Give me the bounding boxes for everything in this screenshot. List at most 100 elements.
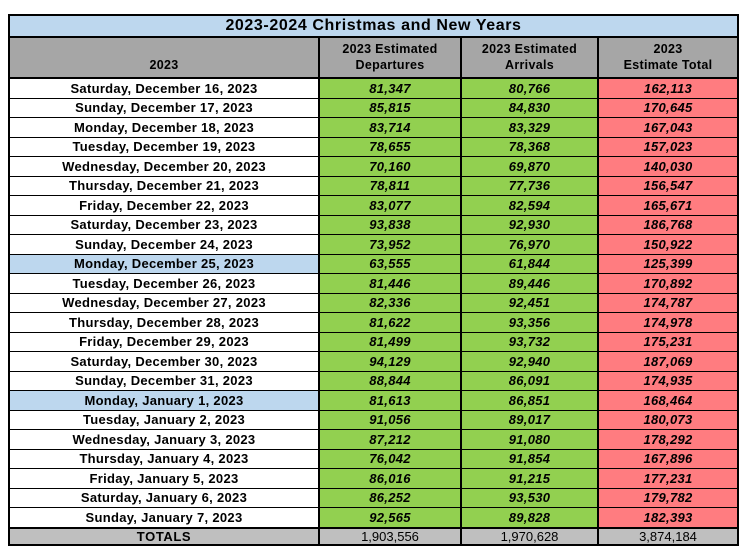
arrivals-cell: 91,854 bbox=[460, 448, 599, 469]
date-cell: Sunday, January 7, 2023 bbox=[8, 507, 320, 528]
date-cell: Friday, December 22, 2023 bbox=[8, 195, 320, 216]
table-row: Thursday, January 4, 2023 76,042 91,854 … bbox=[8, 448, 739, 469]
table-row: Tuesday, December 19, 2023 78,655 78,368… bbox=[8, 136, 739, 157]
table-row: Saturday, December 23, 2023 93,838 92,93… bbox=[8, 214, 739, 235]
total-cell: 174,787 bbox=[597, 292, 739, 313]
departures-cell: 76,042 bbox=[318, 448, 462, 469]
totals-row: TOTALS 1,903,556 1,970,628 3,874,184 bbox=[8, 526, 739, 545]
total-cell: 178,292 bbox=[597, 429, 739, 450]
arrivals-cell: 89,017 bbox=[460, 409, 599, 430]
total-cell: 167,043 bbox=[597, 117, 739, 138]
totals-departures-value: 1,903,556 bbox=[318, 526, 462, 545]
total-cell: 177,231 bbox=[597, 468, 739, 489]
column-header-estimated-departures: 2023 Estimated Departures bbox=[318, 36, 462, 79]
departures-cell: 81,446 bbox=[318, 273, 462, 294]
arrivals-cell: 86,091 bbox=[460, 370, 599, 391]
date-cell: Monday, December 25, 2023 bbox=[8, 253, 320, 274]
departures-cell: 86,252 bbox=[318, 487, 462, 508]
departures-cell: 91,056 bbox=[318, 409, 462, 430]
departures-cell: 81,347 bbox=[318, 77, 462, 99]
arrivals-cell: 83,329 bbox=[460, 117, 599, 138]
date-cell: Thursday, January 4, 2023 bbox=[8, 448, 320, 469]
date-cell: Friday, December 29, 2023 bbox=[8, 331, 320, 352]
date-cell: Sunday, December 24, 2023 bbox=[8, 234, 320, 255]
totals-arrivals-value: 1,970,628 bbox=[460, 526, 599, 545]
date-cell: Saturday, December 16, 2023 bbox=[8, 77, 320, 99]
table-row: Saturday, December 30, 2023 94,129 92,94… bbox=[8, 351, 739, 372]
total-cell: 162,113 bbox=[597, 77, 739, 99]
arrivals-cell: 92,930 bbox=[460, 214, 599, 235]
arrivals-cell: 86,851 bbox=[460, 390, 599, 411]
arrivals-cell: 91,080 bbox=[460, 429, 599, 450]
total-cell: 186,768 bbox=[597, 214, 739, 235]
arrivals-cell: 93,356 bbox=[460, 312, 599, 333]
table-row: Friday, January 5, 2023 86,016 91,215 17… bbox=[8, 468, 739, 489]
date-cell: Sunday, December 31, 2023 bbox=[8, 370, 320, 391]
table-row: Saturday, December 16, 2023 81,347 80,76… bbox=[8, 77, 739, 99]
total-cell: 174,935 bbox=[597, 370, 739, 391]
arrivals-cell: 89,446 bbox=[460, 273, 599, 294]
table-row: Monday, December 25, 2023 63,555 61,844 … bbox=[8, 253, 739, 274]
departures-cell: 78,655 bbox=[318, 136, 462, 157]
total-cell: 179,782 bbox=[597, 487, 739, 508]
arrivals-cell: 80,766 bbox=[460, 77, 599, 99]
departures-cell: 85,815 bbox=[318, 97, 462, 118]
date-cell: Thursday, December 28, 2023 bbox=[8, 312, 320, 333]
total-cell: 165,671 bbox=[597, 195, 739, 216]
departures-cell: 92,565 bbox=[318, 507, 462, 528]
date-cell: Tuesday, January 2, 2023 bbox=[8, 409, 320, 430]
table-row: Friday, December 29, 2023 81,499 93,732 … bbox=[8, 331, 739, 352]
table-title: 2023-2024 Christmas and New Years bbox=[8, 14, 739, 38]
totals-grand-total-value: 3,874,184 bbox=[597, 526, 739, 545]
total-cell: 170,645 bbox=[597, 97, 739, 118]
arrivals-cell: 91,215 bbox=[460, 468, 599, 489]
table-row: Sunday, December 31, 2023 88,844 86,091 … bbox=[8, 370, 739, 391]
date-cell: Saturday, December 30, 2023 bbox=[8, 351, 320, 372]
table-row: Sunday, December 17, 2023 85,815 84,830 … bbox=[8, 97, 739, 118]
column-header-row: 2023 2023 Estimated Departures 2023 Esti… bbox=[8, 36, 739, 79]
departures-cell: 94,129 bbox=[318, 351, 462, 372]
departures-cell: 81,613 bbox=[318, 390, 462, 411]
table-row: Wednesday, December 27, 2023 82,336 92,4… bbox=[8, 292, 739, 313]
total-cell: 156,547 bbox=[597, 175, 739, 196]
date-cell: Friday, January 5, 2023 bbox=[8, 468, 320, 489]
departures-cell: 83,077 bbox=[318, 195, 462, 216]
total-cell: 168,464 bbox=[597, 390, 739, 411]
arrivals-cell: 77,736 bbox=[460, 175, 599, 196]
arrivals-cell: 69,870 bbox=[460, 156, 599, 177]
date-cell: Wednesday, December 27, 2023 bbox=[8, 292, 320, 313]
departures-cell: 63,555 bbox=[318, 253, 462, 274]
arrivals-cell: 76,970 bbox=[460, 234, 599, 255]
total-cell: 182,393 bbox=[597, 507, 739, 528]
date-cell: Tuesday, December 26, 2023 bbox=[8, 273, 320, 294]
title-row: 2023-2024 Christmas and New Years bbox=[8, 14, 739, 38]
column-header-estimate-total: 2023 Estimate Total bbox=[597, 36, 739, 79]
data-table: 2023-2024 Christmas and New Years 2023 2… bbox=[8, 14, 739, 546]
table-row: Tuesday, December 26, 2023 81,446 89,446… bbox=[8, 273, 739, 294]
departures-cell: 81,499 bbox=[318, 331, 462, 352]
arrivals-cell: 61,844 bbox=[460, 253, 599, 274]
departures-cell: 78,811 bbox=[318, 175, 462, 196]
column-header-date: 2023 bbox=[8, 36, 320, 79]
column-header-estimated-arrivals: 2023 Estimated Arrivals bbox=[460, 36, 599, 79]
table-row: Sunday, December 24, 2023 73,952 76,970 … bbox=[8, 234, 739, 255]
departures-cell: 82,336 bbox=[318, 292, 462, 313]
arrivals-cell: 82,594 bbox=[460, 195, 599, 216]
date-cell: Saturday, January 6, 2023 bbox=[8, 487, 320, 508]
total-cell: 150,922 bbox=[597, 234, 739, 255]
date-cell: Tuesday, December 19, 2023 bbox=[8, 136, 320, 157]
departures-cell: 88,844 bbox=[318, 370, 462, 391]
table-row: Sunday, January 7, 2023 92,565 89,828 18… bbox=[8, 507, 739, 528]
date-cell: Saturday, December 23, 2023 bbox=[8, 214, 320, 235]
table-row: Tuesday, January 2, 2023 91,056 89,017 1… bbox=[8, 409, 739, 430]
arrivals-cell: 89,828 bbox=[460, 507, 599, 528]
total-cell: 187,069 bbox=[597, 351, 739, 372]
arrivals-cell: 92,451 bbox=[460, 292, 599, 313]
total-cell: 157,023 bbox=[597, 136, 739, 157]
totals-label: TOTALS bbox=[8, 526, 320, 545]
table-row: Friday, December 22, 2023 83,077 82,594 … bbox=[8, 195, 739, 216]
table-row: Thursday, December 21, 2023 78,811 77,73… bbox=[8, 175, 739, 196]
departures-cell: 86,016 bbox=[318, 468, 462, 489]
total-cell: 170,892 bbox=[597, 273, 739, 294]
arrivals-cell: 93,530 bbox=[460, 487, 599, 508]
